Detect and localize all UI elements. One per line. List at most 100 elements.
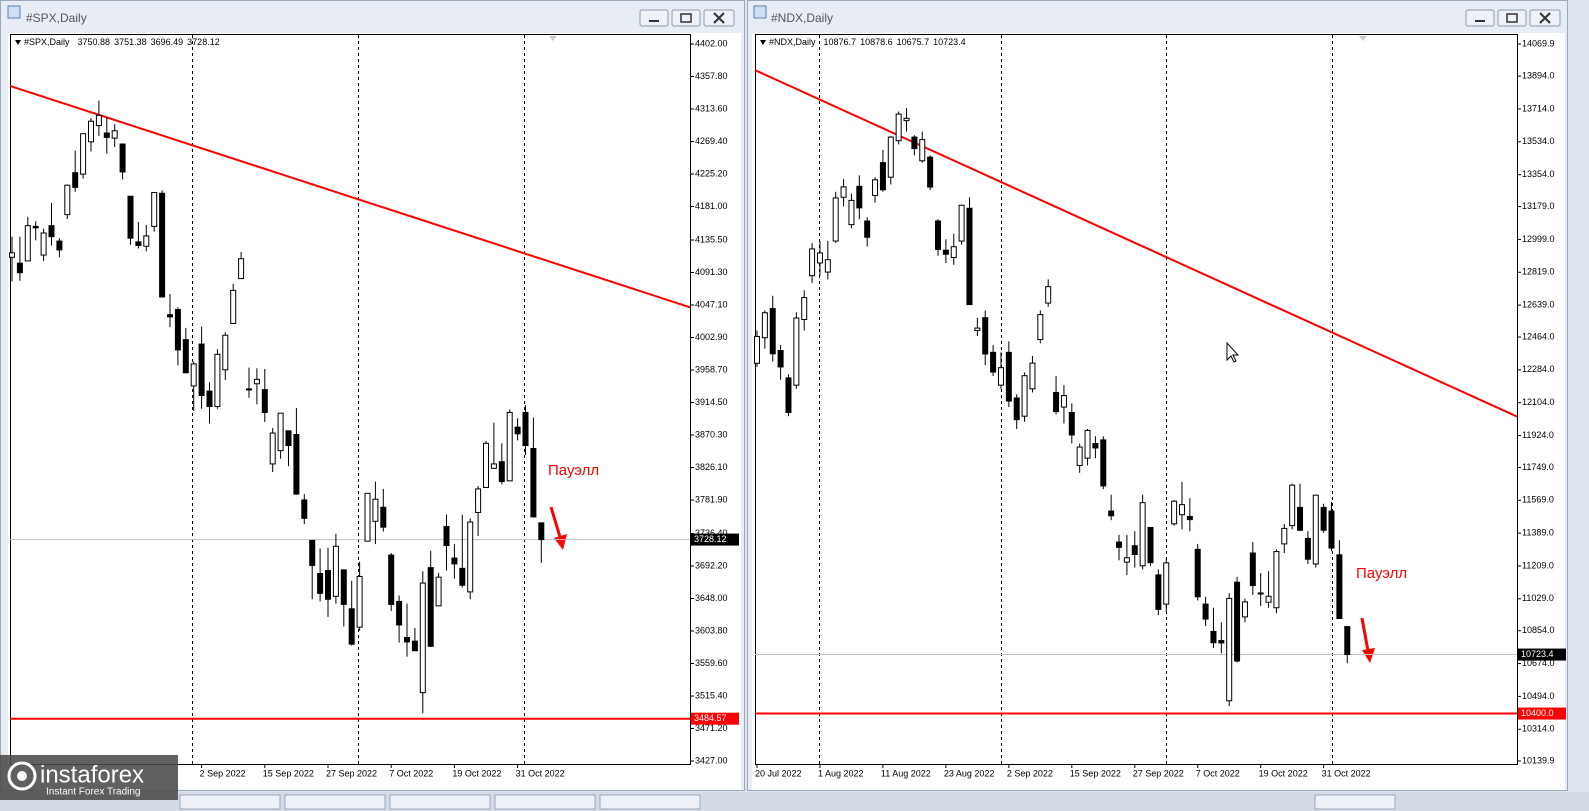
- annotation: Пауэлл: [1356, 565, 1407, 582]
- tabs[interactable]: [179, 794, 1396, 810]
- candle-body: [911, 136, 918, 150]
- candle-body: [1139, 502, 1146, 567]
- y-tick-label: 10674.0: [1522, 658, 1555, 668]
- y-tick-label: 4357.80: [695, 71, 728, 81]
- candle-body: [198, 343, 205, 397]
- x-tick-label: 15 Sep 2022: [1070, 768, 1121, 778]
- candle-body: [475, 488, 482, 513]
- candle-body: [974, 327, 981, 331]
- x-tick-label: 7 Oct 2022: [389, 768, 433, 778]
- minimize-button[interactable]: [639, 9, 669, 27]
- candle-body: [325, 570, 331, 600]
- header-open: 10876.7: [824, 37, 857, 47]
- maximize-glyph: [680, 13, 692, 23]
- candle-body: [64, 184, 71, 216]
- candle-body: [56, 240, 63, 251]
- x-tick-label: 7 Oct 2022: [1196, 768, 1240, 778]
- arrow: [549, 506, 567, 550]
- y-tick-label: 3870.30: [695, 429, 728, 439]
- candle-body: [935, 220, 942, 250]
- y-tick-label: 3692.20: [695, 560, 728, 570]
- x-tick-label: 15 Sep 2022: [263, 768, 314, 778]
- y-tick-label: 13354.0: [1522, 169, 1555, 179]
- close-glyph: [1539, 12, 1551, 24]
- tab[interactable]: [284, 794, 386, 810]
- candle-body: [816, 252, 823, 264]
- header-high: 10878.6: [860, 37, 893, 47]
- candle-body: [135, 241, 142, 247]
- candle-body: [16, 262, 23, 274]
- watermark-tagline: Instant Forex Trading: [46, 787, 141, 798]
- candle-body: [1304, 537, 1311, 560]
- candle-body: [340, 569, 347, 605]
- candle-body: [48, 225, 55, 238]
- candle-body: [459, 567, 466, 586]
- window-icon: [753, 5, 767, 19]
- candle-body: [174, 308, 181, 351]
- header-title: #NDX,Daily: [769, 37, 816, 47]
- candle-body: [1210, 630, 1217, 644]
- candle-body: [1116, 541, 1123, 548]
- y-tick-label: 3736.40: [695, 528, 728, 538]
- candle-body: [269, 432, 276, 465]
- candle-body: [1029, 362, 1036, 390]
- period-separators: [192, 35, 525, 764]
- candle-body: [1076, 446, 1083, 466]
- candle-body: [80, 133, 87, 175]
- candle-body: [1131, 545, 1138, 555]
- maximize-button[interactable]: [1497, 9, 1527, 27]
- candle-body: [419, 582, 426, 694]
- candle-body: [990, 351, 997, 373]
- candle-body: [364, 492, 371, 542]
- candle-body: [1178, 504, 1185, 516]
- minimize-button[interactable]: [1465, 9, 1495, 27]
- y-tick-label: 13534.0: [1522, 136, 1555, 146]
- candle-body: [301, 499, 308, 519]
- tab[interactable]: [494, 794, 596, 810]
- candle-body: [1013, 397, 1020, 421]
- header-title: #SPX,Daily: [24, 37, 70, 47]
- header-low: 3696.49: [151, 37, 184, 47]
- arrow: [1360, 617, 1375, 663]
- tab[interactable]: [599, 794, 701, 810]
- candle-body: [1257, 592, 1264, 595]
- x-tick-label: 31 Oct 2022: [1322, 768, 1371, 778]
- candle-body: [903, 117, 910, 122]
- tab[interactable]: [179, 794, 281, 810]
- candle-body: [1234, 581, 1241, 662]
- header-arrow: [15, 40, 21, 45]
- chart-header: #SPX,Daily 3750.88 3751.38 3696.49 3728.12: [24, 37, 220, 47]
- tab[interactable]: [1314, 794, 1396, 810]
- candle-body: [372, 498, 379, 522]
- candle-body: [1320, 506, 1327, 531]
- candle-body: [982, 317, 989, 355]
- candle-body: [261, 389, 268, 413]
- tab[interactable]: [389, 794, 491, 810]
- y-tick-label: 13179.0: [1522, 201, 1555, 211]
- maximize-button[interactable]: [671, 9, 701, 27]
- x-tick-label: 19 Oct 2022: [452, 768, 501, 778]
- y-tick-label: 4002.90: [695, 332, 728, 342]
- candle-body: [411, 640, 418, 652]
- candle-body: [182, 339, 189, 374]
- candle-body: [840, 186, 847, 198]
- candle-body: [1084, 429, 1091, 459]
- y-tick-label: 3603.80: [695, 625, 728, 635]
- candle-body: [127, 195, 134, 239]
- candle-body: [754, 335, 760, 364]
- y-tick-label: 4047.10: [695, 299, 728, 309]
- shift-marker: [549, 36, 557, 41]
- close-glyph: [713, 12, 725, 24]
- plot-border: [10, 34, 691, 765]
- candle-body: [1068, 412, 1075, 436]
- y-tick-label: 12464.0: [1522, 331, 1555, 341]
- candle-body: [1021, 375, 1028, 417]
- candle-body: [396, 600, 403, 626]
- candle-body: [848, 199, 855, 226]
- candle-body: [388, 554, 395, 605]
- candle-body: [1344, 626, 1351, 656]
- level-label: 3484.57: [694, 713, 727, 723]
- window-buttons[interactable]: [639, 9, 735, 27]
- window-buttons[interactable]: [1465, 9, 1561, 27]
- candle-body: [206, 390, 213, 408]
